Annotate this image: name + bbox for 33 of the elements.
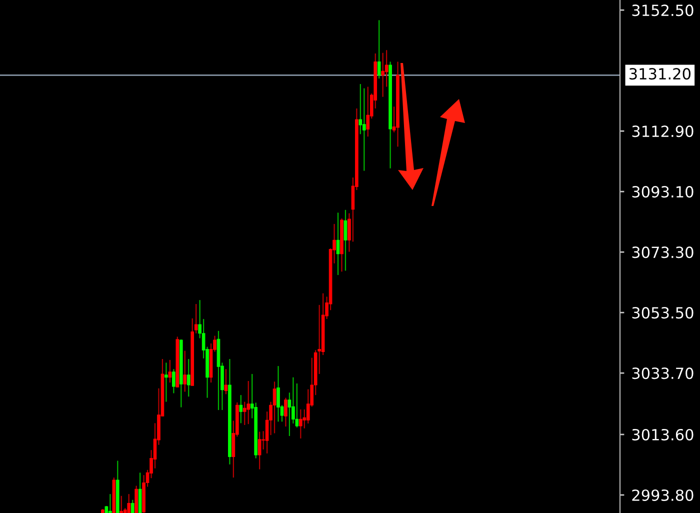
candlestick <box>168 359 172 384</box>
y-tick-label: 3093.10 <box>632 186 694 198</box>
candlestick <box>127 494 131 513</box>
candlestick <box>272 381 276 434</box>
candlestick <box>366 86 370 138</box>
candlestick <box>120 495 124 513</box>
y-tick-label: 3013.60 <box>632 428 694 440</box>
candlestick <box>239 394 243 424</box>
candlestick <box>276 365 280 422</box>
ref-line-label: 3131.20 <box>630 68 690 80</box>
candlestick <box>134 485 138 513</box>
candlestick <box>246 380 250 425</box>
candlestick <box>108 494 112 513</box>
candlestick <box>299 408 302 440</box>
y-tick-label: 3152.50 <box>632 4 694 16</box>
y-tick-label: 3112.90 <box>632 126 694 138</box>
candlestick <box>172 368 176 394</box>
candlestick <box>183 350 187 392</box>
candlestick <box>164 362 168 402</box>
candlestick <box>224 368 228 395</box>
y-tick-label: 2993.80 <box>632 489 694 501</box>
candlestick <box>186 358 190 398</box>
candlestick <box>344 209 348 272</box>
candlestick <box>381 52 384 98</box>
candlestick <box>362 88 366 172</box>
candlestick <box>138 472 142 513</box>
y-tick-label: 3073.30 <box>632 246 694 258</box>
y-tick-label: 3033.70 <box>632 368 694 380</box>
candlestick <box>284 397 288 428</box>
candlestick <box>258 431 262 470</box>
candlestick <box>377 20 381 80</box>
candlestick <box>130 499 134 513</box>
y-tick-label: 3053.50 <box>632 307 694 319</box>
